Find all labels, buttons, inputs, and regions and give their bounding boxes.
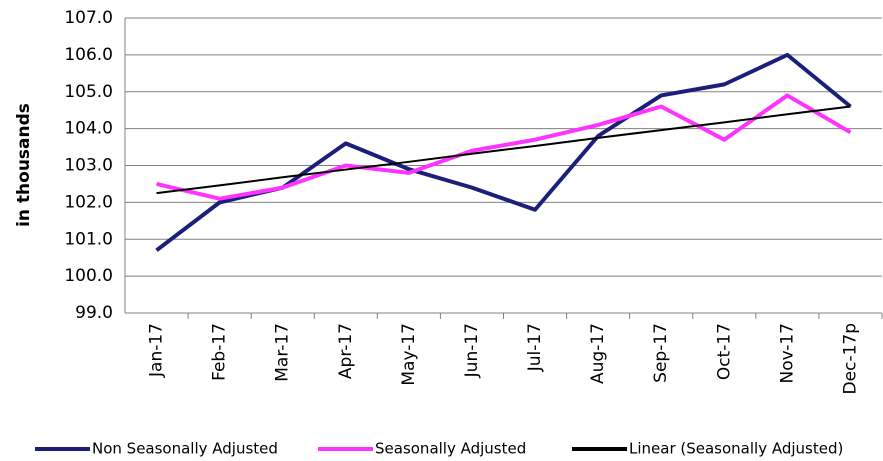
legend-label: Linear (Seasonally Adjusted): [629, 440, 843, 458]
x-tick-label: Apr-17: [336, 323, 356, 379]
y-tick-label: 99.0: [75, 303, 113, 323]
series-line: [156, 93, 852, 201]
y-tick-label: 101.0: [64, 229, 113, 249]
x-tick-label: Nov-17: [777, 323, 797, 384]
y-tick-label: 100.0: [64, 266, 113, 286]
x-tick-label: Mar-17: [273, 323, 293, 382]
series-line: [156, 105, 851, 195]
x-tick-label: Jun-17: [462, 323, 482, 378]
x-tick-label: Jul-17: [525, 323, 545, 372]
x-tick-label: Aug-17: [588, 323, 608, 384]
y-tick-label: 104.0: [64, 119, 113, 139]
y-tick-label: 105.0: [64, 82, 113, 102]
y-tick-label: 102.0: [64, 192, 113, 212]
y-axis-label: in thousands: [14, 103, 34, 227]
y-tick-label: 106.0: [64, 45, 113, 65]
x-tick-label: Jan-17: [147, 323, 167, 378]
x-tick-label: Dec-17p: [840, 323, 860, 394]
x-tick-label: Feb-17: [210, 323, 230, 381]
legend-label: Seasonally Adjusted: [375, 440, 526, 458]
y-tick-label: 103.0: [64, 156, 113, 176]
legend-label: Non Seasonally Adjusted: [92, 440, 278, 458]
y-tick-label: 107.0: [64, 8, 113, 28]
series-line: [155, 52, 852, 252]
x-tick-label: May-17: [399, 323, 419, 386]
x-tick-label: Oct-17: [714, 323, 734, 380]
x-tick-label: Sep-17: [651, 323, 671, 383]
